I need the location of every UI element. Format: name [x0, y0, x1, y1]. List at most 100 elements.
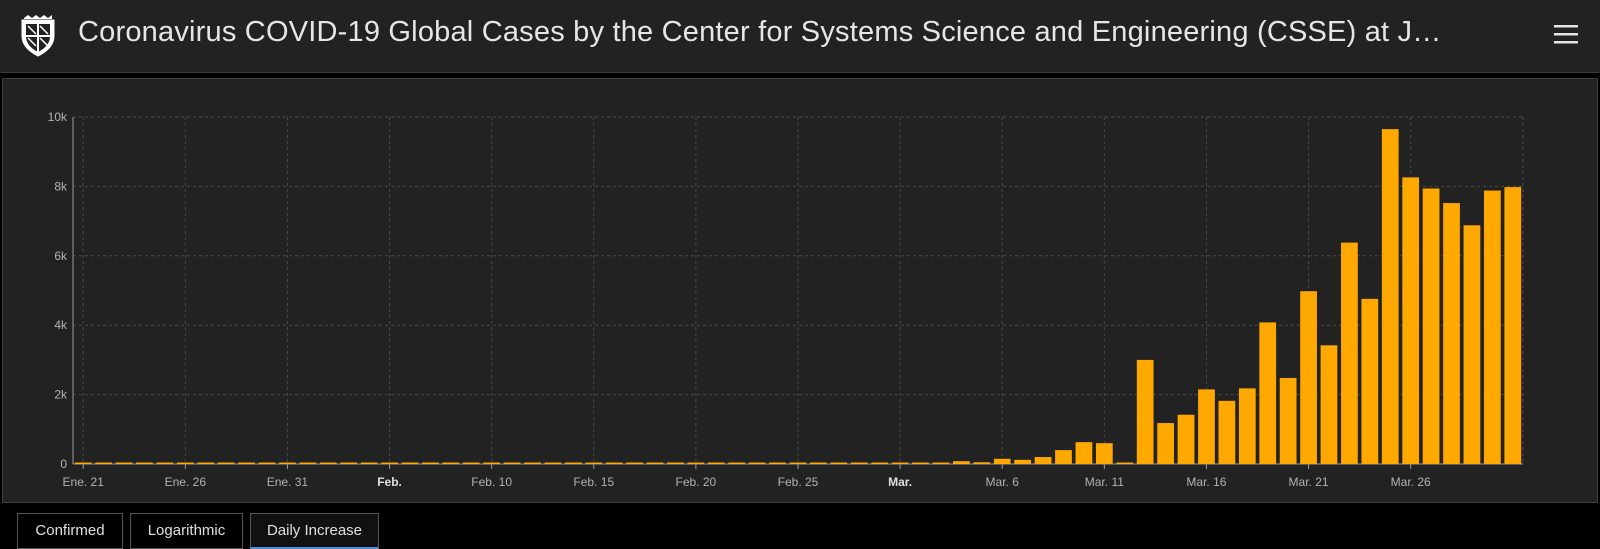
- bar[interactable]: [176, 462, 194, 465]
- x-tick-label: Feb. 10: [471, 475, 512, 489]
- bar[interactable]: [462, 462, 480, 465]
- bar[interactable]: [1402, 177, 1420, 464]
- bar[interactable]: [299, 462, 317, 465]
- bar[interactable]: [1381, 129, 1399, 464]
- bar[interactable]: [728, 462, 746, 465]
- x-tick-label: Mar. 26: [1391, 475, 1431, 489]
- y-tick-label: 8k: [54, 179, 68, 193]
- bar[interactable]: [1259, 322, 1277, 464]
- bar[interactable]: [503, 462, 521, 465]
- bar[interactable]: [1055, 450, 1072, 464]
- daily-increase-bar-chart: 0 2k 4k 6k 8k 10k Ene. 21 Ene. 26 Ene. 31 Feb. Feb…: [48, 110, 1524, 489]
- bar[interactable]: [1157, 423, 1174, 464]
- tab-logarithmic[interactable]: Logarithmic: [130, 513, 243, 549]
- bar[interactable]: [646, 462, 664, 465]
- chart-tabs: Confirmed Logarithmic Daily Increase: [0, 503, 1600, 549]
- bar[interactable]: [1116, 462, 1134, 465]
- bar[interactable]: [1504, 187, 1522, 464]
- bar[interactable]: [1014, 459, 1032, 464]
- bar[interactable]: [993, 458, 1011, 464]
- bar[interactable]: [953, 461, 970, 464]
- bar[interactable]: [932, 462, 950, 465]
- bar[interactable]: [1300, 291, 1317, 464]
- bar[interactable]: [1443, 203, 1460, 464]
- y-tick-label: 4k: [54, 318, 68, 332]
- bar[interactable]: [197, 462, 215, 465]
- bar[interactable]: [238, 462, 255, 465]
- bar[interactable]: [258, 462, 276, 465]
- bar[interactable]: [1136, 359, 1154, 464]
- bar[interactable]: [830, 462, 848, 465]
- bar[interactable]: [1218, 400, 1236, 464]
- bar[interactable]: [1422, 188, 1440, 464]
- x-tick-label: Feb. 20: [676, 475, 717, 489]
- bar[interactable]: [1095, 443, 1113, 464]
- bar[interactable]: [1177, 414, 1195, 464]
- x-tick-label: Mar.: [888, 475, 912, 489]
- x-tick-label: Mar. 6: [986, 475, 1020, 489]
- bar[interactable]: [524, 462, 541, 465]
- university-shield-icon: [21, 15, 55, 57]
- bar[interactable]: [564, 462, 582, 465]
- bar[interactable]: [912, 462, 929, 465]
- hamburger-menu-icon[interactable]: [1552, 20, 1580, 48]
- bar[interactable]: [1075, 442, 1093, 464]
- x-tick-label: Ene. 31: [267, 475, 309, 489]
- bar[interactable]: [667, 462, 684, 465]
- bar[interactable]: [340, 462, 358, 465]
- bar[interactable]: [973, 462, 991, 464]
- tab-confirmed[interactable]: Confirmed: [17, 513, 123, 549]
- bar[interactable]: [1198, 389, 1215, 464]
- bar[interactable]: [605, 462, 623, 465]
- bar[interactable]: [217, 462, 235, 465]
- bar[interactable]: [850, 462, 868, 465]
- x-tick-label: Mar. 11: [1085, 475, 1124, 489]
- bar[interactable]: [442, 462, 460, 465]
- bar[interactable]: [360, 462, 378, 465]
- x-tick-label: Mar. 21: [1289, 475, 1329, 489]
- bar[interactable]: [95, 462, 113, 465]
- bar[interactable]: [136, 462, 153, 465]
- bar[interactable]: [1463, 225, 1481, 464]
- x-tick-label: Mar. 16: [1186, 475, 1226, 489]
- page-title: Coronavirus COVID-19 Global Cases by the…: [78, 16, 1442, 48]
- bar[interactable]: [279, 462, 296, 465]
- bar[interactable]: [1361, 298, 1379, 464]
- bar[interactable]: [115, 462, 133, 465]
- bar[interactable]: [1034, 457, 1052, 464]
- y-tick-label: 2k: [54, 388, 68, 402]
- bar[interactable]: [483, 462, 501, 465]
- bar[interactable]: [585, 462, 603, 465]
- bar[interactable]: [748, 462, 766, 465]
- bar[interactable]: [381, 462, 398, 465]
- bar[interactable]: [401, 462, 419, 465]
- y-tick-label: 0: [60, 457, 67, 471]
- bar[interactable]: [871, 462, 889, 465]
- bar[interactable]: [626, 462, 643, 465]
- bar[interactable]: [156, 462, 174, 465]
- x-tick-label: Feb. 15: [573, 475, 614, 489]
- bar[interactable]: [707, 462, 725, 465]
- bar[interactable]: [810, 462, 827, 465]
- bar[interactable]: [687, 462, 705, 465]
- x-tick-label: Feb.: [377, 475, 402, 489]
- y-tick-label: 10k: [48, 110, 68, 124]
- bar[interactable]: [1320, 345, 1338, 464]
- bar[interactable]: [1279, 377, 1297, 464]
- tab-daily-increase[interactable]: Daily Increase: [250, 513, 379, 549]
- chart-panel: 0 2k 4k 6k 8k 10k Ene. 21 Ene. 26 Ene. 31 Feb. Feb…: [2, 78, 1598, 503]
- bar[interactable]: [422, 462, 439, 465]
- x-tick-label: Feb. 25: [778, 475, 819, 489]
- bar[interactable]: [319, 462, 337, 465]
- bar[interactable]: [74, 462, 92, 465]
- app-header: Coronavirus COVID-19 Global Cases by the…: [0, 0, 1600, 73]
- bar[interactable]: [789, 462, 807, 465]
- bar[interactable]: [1341, 242, 1358, 464]
- bar[interactable]: [1483, 190, 1501, 464]
- bar[interactable]: [769, 462, 786, 465]
- x-tick-label: Ene. 21: [63, 475, 105, 489]
- y-tick-label: 6k: [54, 249, 68, 263]
- bar[interactable]: [891, 462, 909, 465]
- bar[interactable]: [544, 462, 562, 465]
- bar[interactable]: [1238, 388, 1256, 464]
